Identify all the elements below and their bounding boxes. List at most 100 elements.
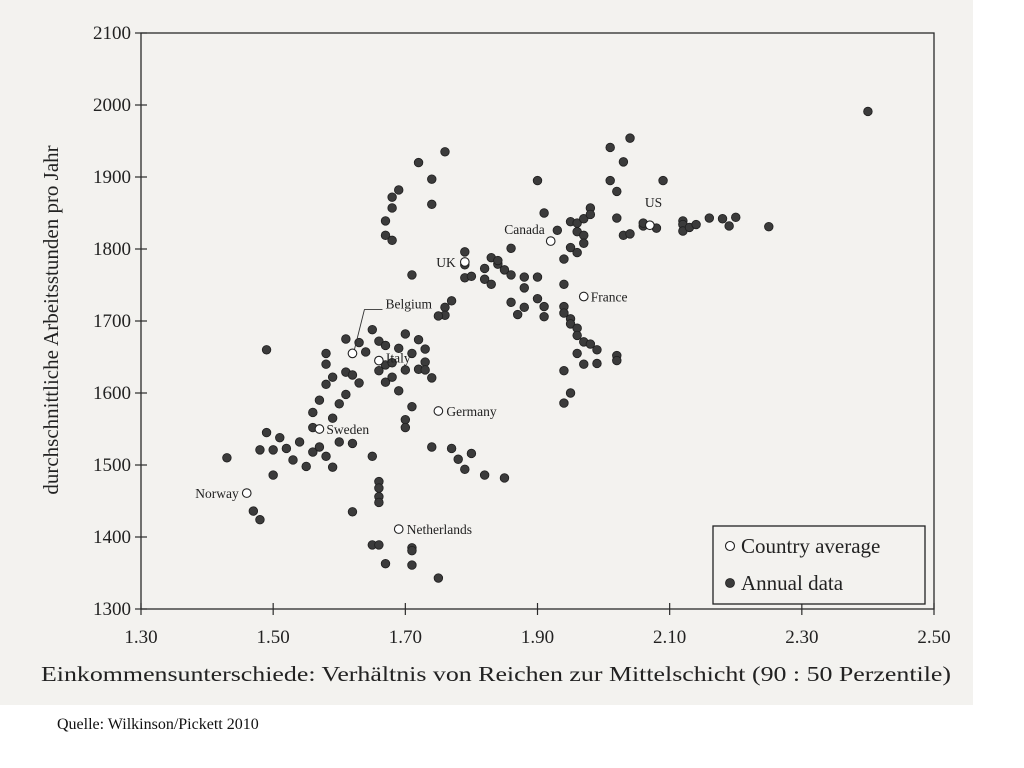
y-tick-label: 2100 (93, 23, 131, 44)
annual-data-point (446, 443, 457, 454)
annual-data-point (387, 372, 397, 382)
annual-data-point (387, 235, 397, 246)
annual-data-point (592, 358, 602, 369)
annual-data-point (433, 573, 444, 583)
netherlands-country-average-point (393, 524, 404, 534)
annual-data-point (539, 208, 549, 218)
annual-data-point (394, 185, 404, 195)
annual-data-point (552, 225, 563, 235)
y-tick-label: 1500 (93, 455, 131, 476)
annual-data-point (321, 348, 331, 359)
annual-data-point (327, 372, 338, 382)
annual-data-point (400, 329, 411, 339)
annual-data-point (354, 378, 364, 388)
annual-data-point (275, 432, 285, 443)
annual-data-point (440, 302, 450, 313)
annual-data-point (380, 216, 391, 226)
annual-data-point (764, 221, 774, 232)
annual-data-point (466, 448, 477, 459)
annual-data-point (572, 348, 582, 359)
x-axis-ticks: 1.30 1.50 1.70 1.90 2.10 2.30 2.50 (124, 603, 951, 648)
y-tick-label: 1900 (93, 167, 131, 188)
annual-data-point (519, 283, 529, 293)
italy-label: Italy (386, 351, 411, 366)
annual-data-point (374, 540, 384, 550)
annual-data-point (420, 344, 430, 354)
annual-data-point (486, 279, 496, 289)
annual-data-point (532, 175, 543, 186)
y-axis-ticks: 1300 1400 1500 1600 1700 1800 1900 2000 2100 (93, 23, 147, 620)
annual-data-point (559, 398, 569, 408)
annual-data-point (446, 296, 457, 306)
annual-data-point (704, 213, 715, 223)
annual-data-point (512, 309, 523, 320)
canada-country-average-point (545, 236, 556, 246)
country-average-points: US Canada UK France Belgium Italy Germany Swede… (195, 195, 662, 537)
x-tick-label: 1.50 (257, 627, 290, 648)
annual-data-point (387, 358, 397, 368)
annual-data-point (506, 243, 516, 253)
annual-data-point (493, 255, 503, 266)
annual-data-point (374, 336, 384, 346)
italy-country-average-point (374, 355, 384, 366)
annual-data-point (294, 437, 305, 447)
y-tick-label: 1300 (93, 599, 131, 620)
annual-data-point (367, 324, 377, 335)
annual-data-point (731, 212, 741, 223)
y-tick-label: 1400 (93, 527, 131, 548)
x-tick-label: 2.30 (785, 627, 818, 648)
annual-data-point (222, 453, 232, 463)
annual-data-point (261, 427, 272, 438)
annual-data-point (380, 558, 391, 569)
annual-data-point (579, 359, 589, 369)
annual-data-point (479, 274, 490, 284)
annual-data-point (506, 270, 516, 280)
x-tick-label: 1.70 (389, 627, 422, 648)
annual-data-point (255, 515, 265, 525)
annual-data-point (347, 370, 358, 380)
annual-data-point (499, 473, 510, 483)
x-tick-label: 2.10 (653, 627, 686, 648)
belgium-label: Belgium (385, 296, 432, 311)
annual-data-point (261, 345, 272, 355)
annual-data-point (360, 347, 371, 357)
legend-annual-data-marker (725, 578, 735, 588)
annual-data-point (605, 142, 615, 153)
annual-data-point (394, 386, 404, 396)
annual-data-point (453, 454, 463, 464)
legend-annual-data-label: Annual data (741, 571, 844, 595)
annual-data-point (407, 348, 417, 359)
annual-data-point (559, 279, 569, 289)
annual-data-point (592, 345, 602, 355)
annual-data-point (559, 254, 569, 264)
annual-data-point (539, 311, 549, 322)
annual-data-point (427, 199, 437, 210)
annual-data-point (559, 308, 569, 318)
annual-data-point (479, 263, 490, 274)
annual-data-point (863, 106, 873, 117)
annual-data-point (420, 365, 430, 375)
uk-country-average-point (459, 257, 470, 267)
annual-data-point (308, 447, 318, 457)
annual-data-point (559, 365, 569, 376)
annual-data-point (427, 442, 437, 452)
annual-data-point (724, 221, 734, 231)
annual-data-point (413, 157, 424, 168)
annual-data-point (387, 192, 397, 202)
x-tick-label: 2.50 (917, 627, 950, 648)
annual-data-point (539, 301, 549, 312)
x-axis-label: Einkommensunterschiede: Verhältnis von R… (41, 662, 951, 686)
annual-data-point (420, 357, 430, 367)
germany-country-average-point (433, 406, 444, 416)
annual-data-point (440, 147, 450, 157)
annual-data-point (314, 395, 325, 405)
annual-data-point (347, 438, 358, 449)
annual-data-point (407, 401, 417, 412)
france-country-average-point (578, 291, 589, 302)
annual-data-point (612, 186, 622, 197)
annual-data-point (519, 272, 529, 282)
france-label: France (591, 290, 628, 305)
legend-country-average-label: Country average (741, 534, 880, 558)
annual-data-point (625, 133, 635, 143)
annual-data-point (380, 377, 391, 387)
